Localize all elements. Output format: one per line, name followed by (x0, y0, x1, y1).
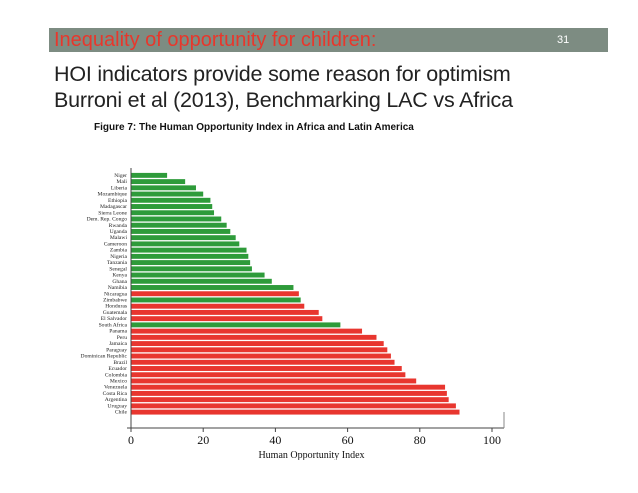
y-tick-label: Ghana (112, 279, 127, 285)
y-tick-label: Malawi (110, 235, 128, 241)
bar-cameroon (131, 241, 240, 247)
bar-tanzania (131, 260, 251, 266)
bar-nigeria (131, 253, 249, 259)
y-tick-label: Liberia (111, 185, 128, 191)
y-tick-label: Dominican Republic (81, 354, 128, 360)
y-tick-label: Jamaica (109, 341, 128, 347)
x-axis-ticks: 0 20 40 60 80 100 (128, 428, 501, 447)
bar-el-salvador (131, 316, 323, 322)
y-tick-label: Namibia (108, 285, 128, 291)
bar-kenya (131, 272, 265, 278)
bar-venezuela (131, 384, 446, 390)
y-tick-label: Madagascar (100, 204, 127, 210)
y-tick-label: Uganda (110, 229, 128, 235)
bar-costa-rica (131, 390, 447, 396)
bar-paraguay (131, 347, 388, 353)
bar-uruguay (131, 403, 456, 409)
bar-argentina (131, 397, 449, 403)
y-tick-label: Costa Rica (103, 391, 128, 397)
subtitle-line-2: Burroni et al (2013), Benchmarking LAC v… (54, 88, 513, 112)
subtitle-line-1: HOI indicators provide some reason for o… (54, 62, 511, 86)
y-tick-label: Rwanda (109, 223, 128, 229)
bar-peru (131, 334, 377, 340)
bar-ghana (131, 278, 272, 284)
y-tick-label: Senegal (109, 266, 127, 272)
bar-sierra-leone (131, 210, 215, 216)
y-tick-label: Mexico (110, 379, 127, 385)
y-tick-label: Venezuela (104, 385, 127, 391)
bar-nicaragua (131, 291, 299, 297)
y-tick-label: Ethiopia (108, 198, 127, 204)
y-tick-label: Paraguay (106, 347, 127, 353)
x-tick-label: 60 (342, 433, 354, 447)
bar-dem-rep-congo (131, 216, 222, 222)
bar-ecuador (131, 366, 402, 371)
bar-guatemala (131, 309, 319, 315)
x-tick-label: 0 (128, 433, 134, 447)
y-tick-label: Dem. Rep. Congo (87, 217, 128, 223)
slide-number: 31 (557, 34, 570, 46)
y-tick-label: Chile (115, 410, 128, 416)
y-tick-label: Ecuador (108, 366, 127, 372)
y-tick-label: Brazil (113, 360, 127, 366)
bar-niger (131, 172, 168, 178)
bar-colombia (131, 372, 406, 378)
bar-zambia (131, 247, 247, 253)
bar-jamaica (131, 341, 384, 347)
y-tick-label: Zimbabwe (103, 298, 127, 304)
y-tick-label: Zambia (110, 248, 128, 254)
bar-ethiopia (131, 197, 211, 203)
bar-uganda (131, 228, 231, 234)
x-tick-label: 100 (483, 433, 501, 447)
y-tick-label: Mozambique (97, 192, 127, 198)
y-tick-label: Mali (116, 179, 127, 185)
y-tick-label: Honduras (105, 304, 127, 310)
figure-caption: Figure 7: The Human Opportunity Index in… (94, 122, 414, 133)
bar-panama (131, 328, 363, 334)
bar-mexico (131, 378, 417, 384)
bar-mozambique (131, 191, 204, 197)
bar-zimbabwe (131, 297, 301, 303)
y-tick-label: Uruguay (107, 403, 127, 409)
x-tick-label: 20 (197, 433, 209, 447)
y-tick-label: Niger (114, 173, 127, 179)
y-tick-label: Nicaragua (104, 291, 127, 297)
bar-chile (131, 409, 460, 415)
y-tick-label: Peru (117, 335, 127, 341)
y-tick-label: Cameroon (104, 241, 128, 247)
y-tick-label: Guatemala (103, 310, 128, 316)
bar-brazil (131, 359, 395, 365)
y-tick-label: Argentina (105, 397, 128, 403)
hoi-bar-chart: NigerMaliLiberiaMozambiqueEthiopiaMadaga… (81, 168, 505, 460)
y-tick-label: El Salvador (101, 316, 127, 322)
x-tick-label: 40 (269, 433, 281, 447)
bar-rwanda (131, 222, 227, 228)
bar-honduras (131, 303, 305, 309)
y-tick-label: Kenya (112, 273, 127, 279)
y-tick-label: Colombia (105, 372, 128, 378)
y-axis-labels: NigerMaliLiberiaMozambiqueEthiopiaMadaga… (81, 173, 128, 416)
y-tick-label: Nigeria (110, 254, 127, 260)
y-tick-label: Tanzania (107, 260, 128, 266)
bar-malawi (131, 235, 236, 241)
y-tick-label: South Africa (99, 321, 128, 328)
y-tick-label: Panama (109, 329, 127, 335)
bar-senegal (131, 266, 252, 272)
y-tick-label: Sierra Leone (98, 210, 127, 216)
x-axis-label: Human Opportunity Index (258, 450, 364, 460)
bars-group (131, 172, 460, 415)
bar-namibia (131, 285, 294, 290)
bar-dominican-republic (131, 353, 391, 359)
bar-madagascar (131, 204, 213, 209)
bar-liberia (131, 185, 196, 191)
title-bar: Inequality of opportunity for children: … (49, 28, 608, 52)
bar-south-africa (131, 322, 341, 328)
slide-title: Inequality of opportunity for children: (54, 29, 377, 51)
x-tick-label: 80 (414, 433, 426, 447)
bar-mali (131, 179, 186, 185)
